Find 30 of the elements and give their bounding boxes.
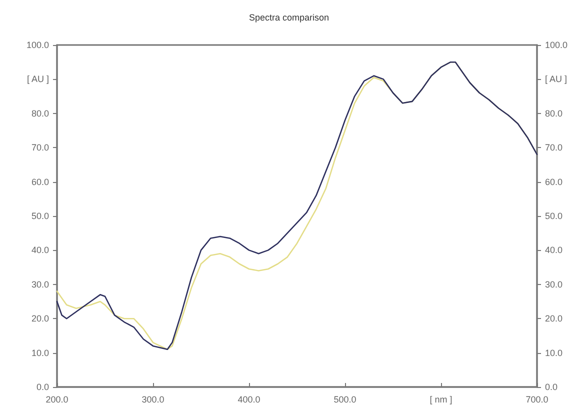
- y-tick-label: 40.0: [31, 245, 49, 256]
- chart-title: Spectra comparison: [248, 12, 330, 22]
- y2-tick-label: 80.0: [545, 108, 563, 118]
- y-tick-label: [ AU ]: [26, 74, 49, 84]
- x-tick-label: [ nm ]: [430, 394, 452, 404]
- x-tick-label: 400.0: [238, 394, 260, 404]
- y2-tick-label: 100.0: [545, 40, 568, 50]
- y-tick-label: 100.0: [26, 40, 49, 50]
- y2-tick-label: 40.0: [545, 245, 563, 256]
- y-tick-label: 50.0: [31, 211, 49, 221]
- y2-tick-label: 20.0: [545, 314, 563, 324]
- y2-tick-label: 0.0: [545, 382, 558, 392]
- x-tick-label: 700.0: [526, 394, 548, 404]
- line-series: [56, 61, 538, 350]
- y-tick-label: 70.0: [31, 142, 49, 153]
- y-tick-label: 60.0: [31, 176, 49, 187]
- x-tick-label: 200.0: [46, 394, 68, 404]
- x-tick-label: 500.0: [334, 394, 356, 404]
- y2-tick-label: 10.0: [545, 348, 563, 358]
- y-tick-label: 0.0: [36, 382, 49, 392]
- y2-tick-label: [ AU ]: [545, 74, 568, 84]
- y2-tick-label: 50.0: [545, 211, 563, 221]
- x-tick-label: 300.0: [142, 394, 164, 404]
- y-tick-label: 80.0: [31, 108, 49, 118]
- y-tick-label: 30.0: [31, 279, 49, 290]
- y2-tick-label: 70.0: [545, 142, 563, 153]
- y2-tick-label: 30.0: [545, 279, 563, 290]
- y2-tick-label: 60.0: [545, 176, 563, 187]
- y-tick-label: 10.0: [31, 348, 49, 358]
- y-tick-label: 20.0: [31, 314, 49, 324]
